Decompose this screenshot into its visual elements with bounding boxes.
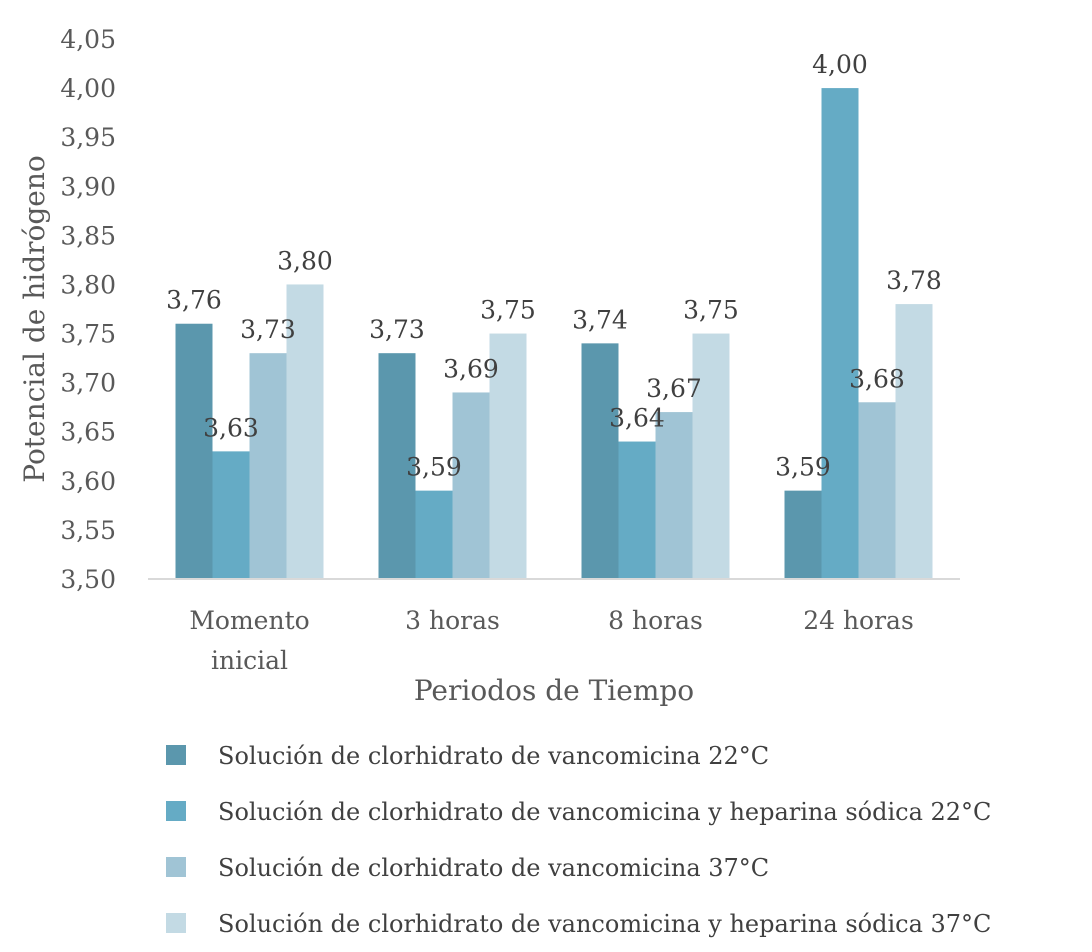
data-label: 3,63	[203, 413, 259, 442]
legend-swatch	[166, 913, 186, 933]
legend-label: Solución de clorhidrato de vancomicina y…	[218, 798, 991, 826]
y-tick-label: 3,80	[60, 270, 116, 299]
bar	[415, 490, 453, 579]
bar	[212, 451, 250, 579]
bar	[895, 304, 933, 579]
bar	[175, 323, 213, 579]
y-tick-label: 3,55	[60, 516, 116, 545]
data-label: 4,00	[812, 50, 868, 79]
y-tick-label: 3,50	[60, 565, 116, 594]
legend-swatch	[166, 857, 186, 877]
bar	[581, 343, 619, 579]
data-label: 3,73	[369, 315, 425, 344]
bars-group	[175, 88, 933, 579]
bar	[249, 353, 287, 579]
data-label: 3,75	[480, 296, 536, 325]
y-tick-label: 3,90	[60, 172, 116, 201]
bar	[784, 490, 822, 579]
bar	[858, 402, 896, 579]
data-label: 3,74	[572, 305, 628, 334]
legend: Solución de clorhidrato de vancomicina 2…	[166, 742, 991, 938]
x-axis-ticks: Momento inicial 3 horas 8 horas 24 horas	[189, 606, 913, 675]
y-tick-label: 3,85	[60, 221, 116, 250]
y-tick-label: 3,95	[60, 123, 116, 152]
data-label: 3,78	[886, 266, 942, 295]
data-label: 3,80	[277, 246, 333, 275]
x-tick-label: inicial	[211, 646, 288, 675]
y-axis-title: Potencial de hidrógeno	[18, 155, 51, 483]
x-axis-title: Periodos de Tiempo	[414, 674, 694, 707]
legend-swatch	[166, 745, 186, 765]
y-axis-ticks: 3,50 3,55 3,60 3,65 3,70 3,75 3,80 3,85 3,90 3,95…	[60, 25, 116, 594]
data-label: 3,64	[609, 404, 665, 433]
legend-label: Solución de clorhidrato de vancomicina y…	[218, 910, 991, 938]
data-labels-group: 3,76 3,63 3,73 3,80 3,73 3,59 3,69 3,75 3,74 3,64…	[166, 50, 942, 482]
bar	[692, 333, 730, 579]
bar	[618, 441, 656, 579]
data-label: 3,75	[683, 296, 739, 325]
y-tick-label: 3,60	[60, 467, 116, 496]
data-label: 3,59	[775, 453, 831, 482]
data-label: 3,59	[406, 453, 462, 482]
legend-swatch	[166, 801, 186, 821]
data-label: 3,69	[443, 354, 499, 383]
data-label: 3,68	[849, 364, 905, 393]
bar	[821, 88, 859, 579]
y-tick-label: 3,70	[60, 369, 116, 398]
bar	[489, 333, 527, 579]
y-tick-label: 3,75	[60, 320, 116, 349]
y-tick-label: 4,05	[60, 25, 116, 54]
bar	[655, 412, 693, 579]
bar	[286, 284, 324, 579]
legend-label: Solución de clorhidrato de vancomicina 2…	[218, 742, 769, 770]
y-tick-label: 3,65	[60, 418, 116, 447]
x-tick-label: Momento	[189, 606, 309, 635]
legend-label: Solución de clorhidrato de vancomicina 3…	[218, 854, 769, 882]
data-label: 3,73	[240, 315, 296, 344]
bar	[452, 392, 490, 579]
x-tick-label: 24 horas	[803, 606, 914, 635]
data-label: 3,76	[166, 286, 222, 315]
data-label: 3,67	[646, 374, 702, 403]
y-tick-label: 4,00	[60, 74, 116, 103]
x-tick-label: 3 horas	[405, 606, 500, 635]
bar	[378, 353, 416, 579]
x-tick-label: 8 horas	[608, 606, 703, 635]
